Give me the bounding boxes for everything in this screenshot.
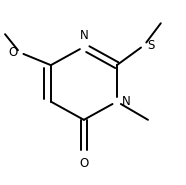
Text: N: N	[79, 29, 88, 42]
Text: O: O	[79, 157, 89, 170]
Text: O: O	[9, 46, 18, 59]
Text: S: S	[147, 39, 154, 52]
Text: N: N	[121, 95, 130, 108]
